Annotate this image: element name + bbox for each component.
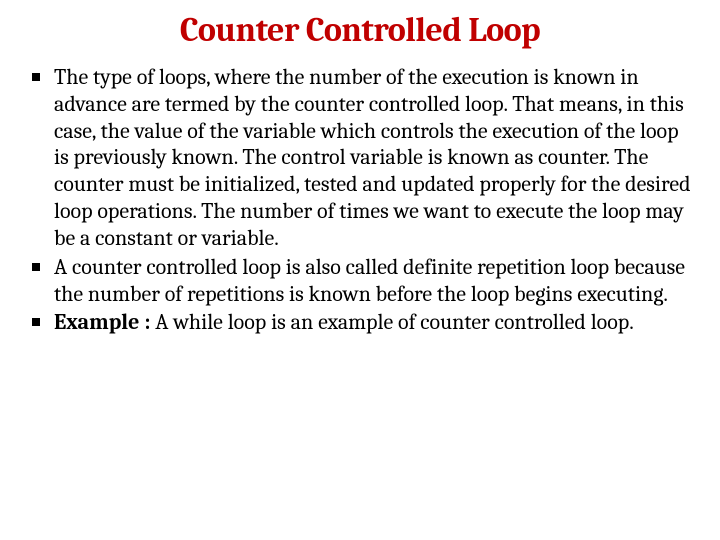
list-item: The type of loops, where the number of t… (28, 64, 692, 252)
bullet-text: A while loop is an example of counter co… (150, 309, 633, 335)
slide: Counter Controlled Loop The type of loop… (0, 0, 720, 540)
bullet-text: The type of loops, where the number of t… (54, 64, 691, 251)
slide-title: Counter Controlled Loop (28, 10, 692, 50)
bullet-bold-prefix: Example : (54, 309, 150, 335)
list-item: Example : A while loop is an example of … (28, 309, 692, 336)
list-item: A counter controlled loop is also called… (28, 254, 692, 308)
bullet-list: The type of loops, where the number of t… (28, 64, 692, 336)
bullet-text: A counter controlled loop is also called… (54, 254, 685, 307)
